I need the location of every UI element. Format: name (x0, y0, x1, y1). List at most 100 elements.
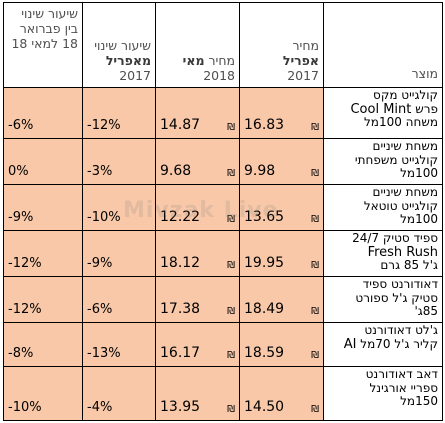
price-april-2017-cell: 14.50 ₪ (239, 366, 324, 421)
price-may-2018-cell-inner: 18.12 ₪ (160, 255, 235, 271)
price-april-2017-cell-inner: 19.95 ₪ (244, 255, 319, 271)
table-row: -12% -9% 18.12 ₪ 19.95 ₪ ספיד סטיק 24/7 Fresh R… (3, 230, 443, 277)
header-change-since-april-bold: מאפריל (105, 53, 151, 68)
price-may-2018-cell: 16.17 ₪ (155, 322, 240, 367)
product-line1: ספיד סטיק 24/7 (352, 231, 438, 245)
shekel-icon: ₪ (311, 350, 319, 361)
price-comparison-table: שיעור שינוי בין פברואר 18 למאי 18 שיעור … (3, 2, 443, 421)
header-change-feb-may: שיעור שינוי בין פברואר 18 למאי 18 (3, 2, 83, 88)
product-name-cell: משחת שיניים קולגייט טוטאל 100מל (323, 184, 443, 231)
price-april-2017-cell-value: 13.65 (244, 209, 285, 225)
product-line2-en: AI (343, 336, 357, 352)
change-since-april-cell: -3% (82, 138, 156, 185)
header-price-april-line1: מחיר (292, 38, 319, 53)
product-line1: משחת שיניים (372, 185, 438, 199)
shekel-icon: ₪ (227, 306, 235, 317)
table-row: -12% -6% 17.38 ₪ 18.49 ₪ דאודורנט ספיד סטיק ג'ל… (3, 276, 443, 323)
table-row: -6% -12% 14.87 ₪ 16.83 ₪ קולגייט מקס פרש Cool M… (3, 87, 443, 139)
change-since-april-value: -3% (87, 164, 113, 179)
price-april-2017-cell: 9.98 ₪ (239, 138, 324, 185)
price-april-2017-cell-inner: 16.83 ₪ (244, 117, 319, 133)
product-line2-he: קליר ג'ל 70מל (360, 336, 438, 351)
price-april-2017-cell-inner: 13.65 ₪ (244, 209, 319, 225)
header-product: מוצר (323, 2, 443, 88)
header-price-may-year: 2018 (203, 68, 235, 83)
product-line2-en: Cool Mint (350, 101, 412, 117)
shekel-icon: ₪ (311, 168, 319, 179)
table-row: -9% -10% 12.22 ₪ 13.65 ₪ משחת שיניים קולגייט טו… (3, 184, 443, 231)
product-name-cell: דאודורנט ספיד סטיק ג'ל ספורט 85ג' (323, 276, 443, 323)
price-may-2018-cell-inner: 17.38 ₪ (160, 301, 235, 317)
change-since-april-value: -9% (87, 256, 113, 271)
change-since-april-value: -12% (87, 118, 121, 133)
change-feb-may-cell: -12% (3, 276, 83, 323)
shekel-icon: ₪ (311, 306, 319, 317)
shekel-icon: ₪ (311, 404, 319, 415)
price-may-2018-cell-value: 12.22 (160, 209, 201, 225)
product-line3: 100מל (400, 166, 438, 180)
price-april-2017-cell-value: 19.95 (244, 255, 285, 271)
change-feb-may-value: -12% (8, 302, 42, 317)
table-row: 0% -3% 9.68 ₪ 9.98 ₪ משחת שיניים קולגייט משפחתי… (3, 138, 443, 185)
change-feb-may-value: 0% (8, 164, 29, 179)
change-feb-may-value: -8% (8, 346, 34, 361)
price-may-2018-cell-value: 13.95 (160, 399, 201, 415)
header-change-since-april: שיעור שינוי מאפריל 2017 (82, 2, 156, 88)
header-price-may-line1: מחיר (208, 53, 235, 68)
price-april-2017-cell-value: 16.83 (244, 117, 285, 133)
product-name-cell: ספיד סטיק 24/7 Fresh Rush ג'ל 85 גרם (323, 230, 443, 277)
product-line3: 100מל (400, 212, 438, 226)
change-feb-may-value: -10% (8, 400, 42, 415)
header-change-since-april-line1: שיעור שינוי (94, 38, 151, 53)
change-feb-may-cell: -12% (3, 230, 83, 277)
product-line3: משחה 100מל (363, 115, 438, 129)
price-april-2017-cell-inner: 18.49 ₪ (244, 301, 319, 317)
price-april-2017-cell-value: 18.49 (244, 301, 285, 317)
product-line2-he: פרש (415, 101, 438, 116)
price-april-2017-cell: 18.59 ₪ (239, 322, 324, 367)
product-name-cell: קולגייט מקס פרש Cool Mint משחה 100מל (323, 87, 443, 139)
price-may-2018-cell-inner: 13.95 ₪ (160, 399, 235, 415)
price-may-2018-cell-inner: 12.22 ₪ (160, 209, 235, 225)
table-row: -8% -13% 16.17 ₪ 18.59 ₪ ג'לט דאודורנט קליר ג'ל… (3, 322, 443, 367)
product-line1: ג'לט דאודורנט (364, 323, 438, 337)
header-price-may-bold: מאי (182, 53, 205, 68)
price-april-2017-cell-inner: 18.59 ₪ (244, 345, 319, 361)
price-april-2017-cell: 13.65 ₪ (239, 184, 324, 231)
change-since-april-value: -4% (87, 400, 113, 415)
change-feb-may-value: -9% (8, 210, 34, 225)
product-line1: דאודורנט ספיד (362, 277, 438, 291)
product-line2-he: קולגייט משפחתי (354, 152, 438, 167)
price-may-2018-cell-inner: 9.68 ₪ (160, 163, 235, 179)
shekel-icon: ₪ (227, 404, 235, 415)
header-price-april: מחיר אפריל 2017 (239, 2, 324, 88)
header-price-april-year: 2017 (287, 68, 319, 83)
change-since-april-cell: -9% (82, 230, 156, 277)
shekel-icon: ₪ (227, 214, 235, 225)
header-price-april-bold: אפריל (282, 53, 319, 68)
price-may-2018-cell-value: 9.68 (160, 163, 192, 179)
price-may-2018-cell: 12.22 ₪ (155, 184, 240, 231)
price-april-2017-cell-value: 14.50 (244, 399, 285, 415)
shekel-icon: ₪ (227, 168, 235, 179)
change-since-april-cell: -4% (82, 366, 156, 421)
change-feb-may-value: -6% (8, 118, 34, 133)
price-april-2017-cell-value: 18.59 (244, 345, 285, 361)
change-feb-may-cell: -6% (3, 87, 83, 139)
product-line2-en: Fresh Rush (367, 244, 438, 260)
product-line1: משחת שיניים (372, 139, 438, 153)
price-comparison-table-wrapper: שיעור שינוי בין פברואר 18 למאי 18 שיעור … (3, 2, 443, 421)
change-feb-may-cell: 0% (3, 138, 83, 185)
shekel-icon: ₪ (227, 350, 235, 361)
change-feb-may-cell: -8% (3, 322, 83, 367)
product-line2-he: קולגייט טוטאל (363, 198, 438, 213)
price-may-2018-cell: 18.12 ₪ (155, 230, 240, 277)
shekel-icon: ₪ (227, 122, 235, 133)
header-price-may: מחיר מאי 2018 (155, 2, 240, 88)
header-change-since-april-year: 2017 (119, 68, 151, 83)
price-may-2018-cell: 9.68 ₪ (155, 138, 240, 185)
change-feb-may-cell: -9% (3, 184, 83, 231)
product-name-cell: דאב דאודורנט ספריי אורגינל 150מל (323, 366, 443, 421)
product-line3: ג'ל 85 גרם (380, 258, 438, 272)
table-row: -10% -4% 13.95 ₪ 14.50 ₪ דאב דאודורנט ספריי אור… (3, 366, 443, 421)
